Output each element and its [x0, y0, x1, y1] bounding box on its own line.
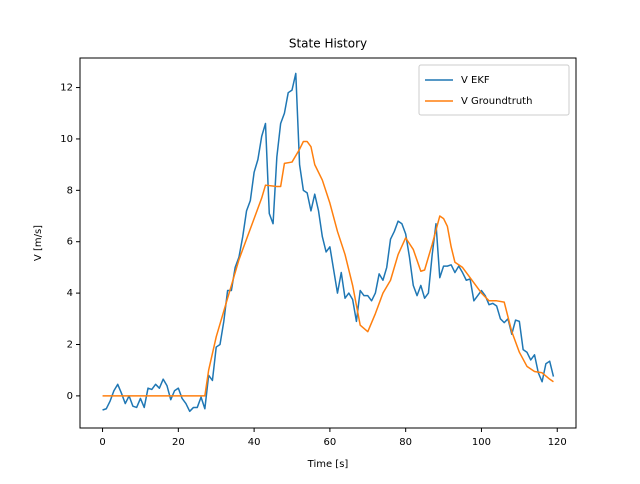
y-tick-label: 2	[67, 339, 73, 350]
x-tick-label: 100	[472, 437, 491, 448]
plot-frame	[79, 57, 577, 429]
y-tick-label: 8	[67, 185, 73, 196]
x-tick-label: 40	[248, 437, 261, 448]
x-tick-label: 60	[324, 437, 337, 448]
y-axis-label: V [m/s]	[33, 225, 44, 261]
legend-label: V EKF	[461, 75, 490, 86]
data-line	[102, 140, 554, 397]
legend-box	[418, 64, 570, 116]
x-axis-label: Time [s]	[307, 459, 349, 470]
legend-label: V Groundtruth	[461, 96, 532, 107]
y-tick-label: 4	[67, 288, 73, 299]
y-tick-label: 0	[67, 391, 73, 402]
y-tick-label: 12	[60, 83, 73, 94]
y-tick-label: 6	[67, 237, 73, 248]
y-tick-label: 10	[60, 134, 73, 145]
x-tick-label: 120	[548, 437, 567, 448]
x-tick-label: 20	[172, 437, 185, 448]
chart-title: State History	[289, 37, 367, 51]
data-line	[102, 72, 555, 413]
x-tick-label: 80	[399, 437, 412, 448]
x-tick-label: 0	[99, 437, 105, 448]
